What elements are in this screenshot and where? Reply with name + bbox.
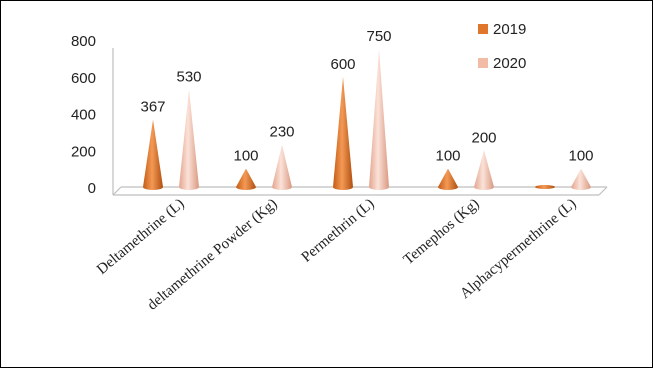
legend-label: 2019 xyxy=(493,21,526,38)
cone-2020-4 xyxy=(571,168,591,190)
chart-marks: 367 100 600 100 530 230 750 200 100 xyxy=(140,28,594,190)
x-category-label: Deltamethrine (L) xyxy=(94,196,188,278)
legend-label: 2020 xyxy=(493,55,526,72)
data-label: 100 xyxy=(233,148,258,165)
cone-2020-3 xyxy=(474,150,494,190)
data-label: 750 xyxy=(366,28,391,45)
y-tick-label: 600 xyxy=(71,70,96,87)
data-label: 100 xyxy=(568,148,593,165)
legend-swatch-2020 xyxy=(478,58,488,68)
data-label: 367 xyxy=(140,99,165,116)
legend-swatch-2019 xyxy=(478,24,488,34)
cone-2019-1 xyxy=(236,168,256,190)
data-label: 100 xyxy=(435,148,460,165)
cone-2019-4 xyxy=(535,185,555,189)
legend: 2019 2020 xyxy=(478,21,526,72)
x-category-label: Temephos (Kg) xyxy=(401,196,483,268)
y-tick-label: 400 xyxy=(71,107,96,124)
cone-2020-2 xyxy=(369,49,389,190)
cone-2020-1 xyxy=(272,144,292,190)
y-tick-label: 0 xyxy=(88,180,96,197)
data-label: 530 xyxy=(176,69,201,86)
floor-right-edge xyxy=(598,186,608,196)
cone-2019-2 xyxy=(333,76,353,190)
cone-2020-0 xyxy=(179,89,199,190)
cone-2019-3 xyxy=(438,168,458,190)
y-tick-label: 200 xyxy=(71,143,96,160)
floor-depth-line xyxy=(112,186,122,196)
data-label: 200 xyxy=(471,129,496,146)
x-category-label: Permethrin (L) xyxy=(299,196,378,266)
data-label: 230 xyxy=(269,124,294,141)
cone-2019-0 xyxy=(143,119,163,190)
data-label: 600 xyxy=(330,56,355,73)
y-tick-label: 800 xyxy=(71,33,96,50)
